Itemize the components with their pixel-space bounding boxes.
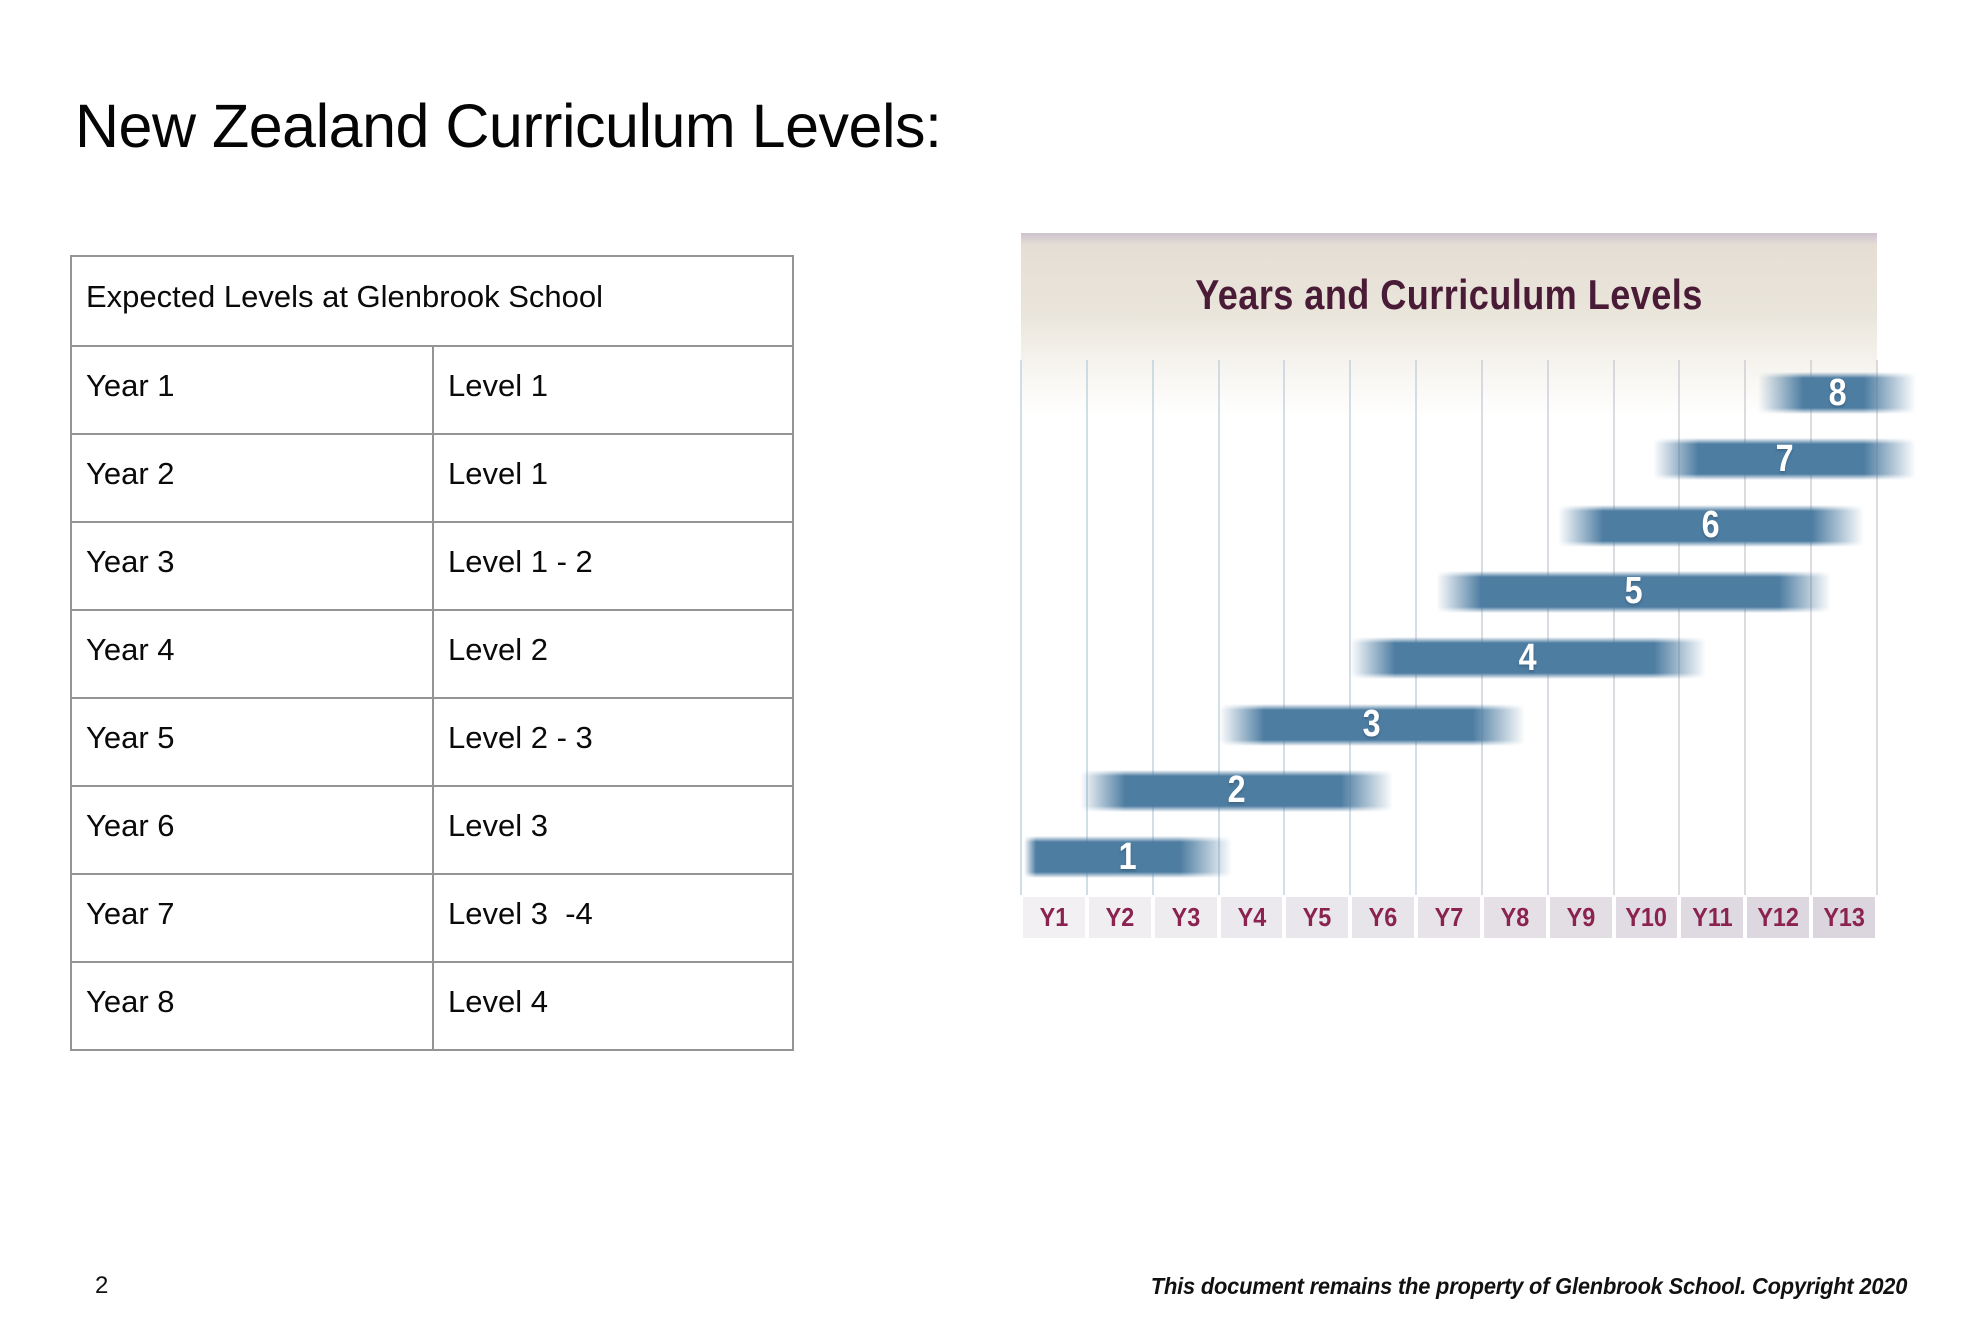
gridline [1876, 360, 1878, 895]
gridline [1678, 360, 1681, 895]
level-bar-6: 6 [1557, 504, 1864, 547]
table-row: Year 6 Level 3 [70, 785, 795, 875]
level-bar-number: 2 [1227, 769, 1246, 812]
table-cell-year: Year 5 [70, 697, 434, 787]
x-axis-cell-y12: Y12 [1747, 897, 1810, 938]
table-cell-level: Level 1 - 2 [431, 521, 795, 611]
chart-plot-area: 1 2 3 4 5 6 7 8 Y1 Y2 Y3 Y4 Y5 Y6 Y7 Y8 Y9 Y10 Y11 Y12 Y13 [1020, 233, 1917, 938]
table-cell-level: Level 2 [431, 609, 795, 699]
x-axis-cell-y11: Y11 [1681, 897, 1744, 938]
table-cell-level: Level 4 [431, 961, 795, 1051]
x-axis-label: Y7 [1434, 902, 1464, 932]
x-axis-label: Y5 [1302, 902, 1332, 932]
level-bar-8: 8 [1758, 371, 1917, 414]
table-row: Year 8 Level 4 [70, 961, 795, 1051]
table-cell-year: Year 3 [70, 521, 434, 611]
x-axis-cell-y6: Y6 [1352, 897, 1415, 938]
table-cell-year: Year 8 [70, 961, 434, 1051]
level-bar-2: 2 [1080, 769, 1394, 812]
copyright-text: This document remains the property of Gl… [1150, 1273, 1908, 1299]
x-axis-cell-y3: Y3 [1154, 897, 1217, 938]
table-cell-level: Level 3 [431, 785, 795, 875]
page-number: 2 [95, 1272, 109, 1299]
gridline [1085, 360, 1088, 895]
page-title: New Zealand Curriculum Levels: [75, 91, 942, 160]
level-bar-5: 5 [1435, 570, 1831, 613]
x-axis-label: Y2 [1105, 902, 1135, 932]
table-row: Year 5 Level 2 - 3 [70, 697, 795, 787]
table-header-cell: Expected Levels at Glenbrook School [69, 255, 795, 347]
level-bar-4: 4 [1350, 636, 1706, 680]
x-axis-label: Y9 [1566, 902, 1596, 932]
table-row: Year 3 Level 1 - 2 [70, 521, 795, 611]
table-row: Year 4 Level 2 [70, 609, 795, 699]
table-cell-year: Year 1 [70, 345, 434, 435]
level-bar-3: 3 [1218, 703, 1525, 746]
table-row: Year 1 Level 1 [70, 345, 795, 435]
x-axis-cell-y8: Y8 [1483, 897, 1546, 938]
x-axis-label: Y4 [1237, 902, 1266, 932]
x-axis-cell-y1: Y1 [1023, 897, 1085, 938]
table-cell-level: Level 2 - 3 [431, 697, 795, 787]
curriculum-levels-chart: Years and Curriculum Levels 1 2 3 4 5 6 7 8 Y1 Y2… [1020, 233, 1917, 938]
gridline [1349, 360, 1352, 895]
table-cell-level: Level 1 [431, 345, 795, 435]
gridline [1546, 360, 1549, 895]
table-row: Year 7 Level 3 -4 [70, 873, 795, 963]
gridline [1151, 360, 1154, 895]
table-cell-year: Year 7 [70, 873, 434, 963]
level-bar-number: 7 [1775, 437, 1794, 480]
x-axis-label: Y12 [1757, 902, 1800, 932]
table-cell-year: Year 6 [70, 785, 434, 875]
gridline [1480, 360, 1483, 895]
x-axis-label: Y13 [1823, 902, 1865, 932]
table-cell-level: Level 1 [431, 433, 795, 523]
gridline [1283, 360, 1286, 895]
x-axis-label: Y1 [1039, 902, 1069, 932]
gridline [1415, 360, 1418, 895]
x-axis-label: Y10 [1625, 902, 1668, 932]
table-header-row: Expected Levels at Glenbrook School [69, 255, 795, 347]
x-axis-cell-y4: Y4 [1220, 897, 1283, 938]
table-cell-year: Year 2 [70, 433, 434, 523]
level-bar-number: 3 [1362, 703, 1381, 745]
level-bar-number: 1 [1118, 835, 1137, 878]
x-axis-label: Y11 [1692, 902, 1733, 932]
table-cell-level: Level 3 -4 [431, 873, 795, 963]
level-bar-number: 5 [1624, 570, 1643, 613]
x-axis-label: Y8 [1500, 902, 1530, 932]
chart-title: Years and Curriculum Levels [1195, 271, 1703, 318]
gridline [1217, 360, 1220, 895]
x-axis-cell-y5: Y5 [1286, 897, 1349, 938]
x-axis-cell-y2: Y2 [1088, 897, 1151, 938]
gridline [1612, 360, 1615, 895]
x-axis-cell-y7: Y7 [1418, 897, 1480, 938]
x-axis-cell-y13: Y13 [1813, 897, 1875, 938]
x-axis-label: Y3 [1171, 902, 1200, 932]
level-bar-7: 7 [1653, 437, 1917, 481]
table-row: Year 2 Level 1 [70, 433, 795, 523]
level-bar-1: 1 [1024, 835, 1232, 879]
x-axis-cell-y10: Y10 [1615, 897, 1678, 938]
gridline [1744, 360, 1747, 895]
gridline [1810, 360, 1813, 895]
level-bar-number: 4 [1519, 636, 1537, 679]
x-axis-label: Y6 [1368, 902, 1398, 932]
expected-levels-table: Expected Levels at Glenbrook School Year… [69, 255, 795, 1051]
x-axis-cell-y9: Y9 [1549, 897, 1612, 938]
gridline [1020, 360, 1022, 895]
level-bar-number: 6 [1701, 504, 1720, 547]
level-bar-number: 8 [1828, 371, 1847, 414]
table-cell-year: Year 4 [70, 609, 434, 699]
